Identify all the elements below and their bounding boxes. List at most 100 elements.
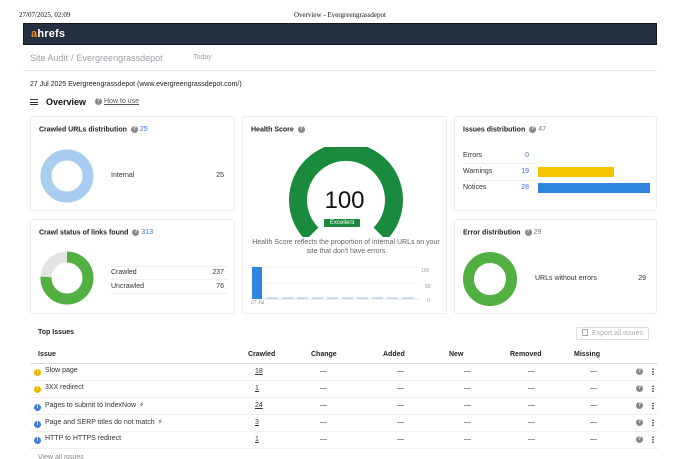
column-header-blank [636,346,652,364]
issue-cell[interactable]: ! Slow page [30,363,248,381]
help-cell[interactable]: ? [636,380,652,398]
card-title: Health Score ? [251,126,305,134]
issue-cell[interactable]: i Pages to submit to IndexNow ⚡ [30,397,248,415]
crawl-status-donut [40,251,94,305]
issues-notices-value[interactable]: 28 [521,184,529,191]
added-cell: — [383,414,449,432]
column-header[interactable]: Added [383,346,449,364]
column-header[interactable]: Removed [510,346,574,364]
help-icon[interactable]: ? [636,401,643,409]
help-icon[interactable]: ? [636,367,643,375]
issue-name[interactable]: Pages to submit to IndexNow [45,401,137,409]
crawled-count-link[interactable]: 1 [255,385,259,392]
error-count: 29 [533,229,542,237]
change-cell: — [311,397,383,415]
more-options-icon[interactable] [652,367,654,375]
view-all-issues-link[interactable]: View all issues [38,454,84,459]
top-issues-table: Issue Crawled Change Added New Removed M… [30,346,658,449]
info-icon: i [34,437,41,444]
column-header[interactable]: Change [311,346,383,364]
column-header[interactable]: Crawled [248,346,311,364]
breadcrumb-site-audit[interactable]: Site Audit [30,53,69,63]
more-cell[interactable] [652,363,658,381]
help-icon[interactable]: ? [130,126,138,133]
crawled-count-link[interactable]: 18 [255,368,263,375]
crawled-count-link[interactable]: 1 [255,436,259,443]
more-options-icon[interactable] [652,384,654,392]
more-cell[interactable] [652,380,658,398]
warnings-bar[interactable] [538,167,615,177]
help-icon[interactable]: ? [297,126,305,133]
issues-errors-value[interactable]: 0 [525,152,529,159]
crawled-cell[interactable]: 1 [248,380,311,398]
added-cell: — [383,397,449,415]
issue-name[interactable]: Slow page [45,367,78,374]
crawled-count-link[interactable]: 3 [255,419,259,426]
help-cell[interactable]: ? [636,431,652,449]
more-cell[interactable] [652,431,658,449]
how-to-use-link[interactable]: ? How to use [95,98,140,106]
card-title: Error distribution ? 29 [463,229,542,237]
column-header[interactable]: Missing [574,346,636,364]
crawled-cell[interactable]: 1 [248,431,311,449]
ahrefs-logo[interactable]: ahrefs [31,28,66,40]
help-cell[interactable]: ? [636,414,652,432]
table-row[interactable]: i Pages to submit to IndexNow ⚡ 24— — — — —? [30,397,658,415]
legend-divider [110,266,228,267]
crawled-cell[interactable]: 24 [248,397,311,415]
more-cell[interactable] [652,397,658,415]
export-all-issues-button[interactable]: Export all issues [576,327,649,340]
history-bar-empty [357,297,368,299]
health-score-history-chart [251,266,419,300]
issues-warnings-label: Warnings [463,168,493,175]
more-options-icon[interactable] [652,401,654,409]
more-options-icon[interactable] [652,418,654,426]
issue-cell[interactable]: i HTTP to HTTPS redirect [30,431,248,449]
legend-divider [110,293,228,294]
issue-name[interactable]: Page and SERP titles do not match [45,418,155,426]
table-row[interactable]: i Page and SERP titles do not match ⚡ 3— — — —… [30,414,658,432]
change-cell: — [311,363,383,381]
axis-label-bottom: 0 [427,298,430,304]
help-cell[interactable]: ? [636,397,652,415]
info-icon: i [34,403,41,411]
missing-cell: — [574,397,636,415]
crawl-status-count[interactable]: 313 [141,229,154,237]
issue-name[interactable]: 3XX redirect [45,384,84,391]
help-icon[interactable]: ? [529,126,537,133]
change-cell: — [311,431,383,449]
new-cell: — [449,363,510,381]
more-cell[interactable] [652,414,658,432]
issues-errors-label: Errors [463,152,483,159]
history-bar-empty [372,297,383,299]
table-row[interactable]: ! 3XX redirect 1— — — — —? [30,380,658,398]
help-icon[interactable]: ? [524,229,532,236]
issue-name[interactable]: HTTP to HTTPS redirect [45,435,122,442]
issue-cell[interactable]: i Page and SERP titles do not match ⚡ [30,414,248,432]
help-cell[interactable]: ? [636,363,652,381]
help-icon[interactable]: ? [132,229,140,236]
breadcrumb-project[interactable]: Evergreengrassdepot [76,53,163,63]
table-row[interactable]: ! Slow page 18— — — — —? [30,363,658,381]
table-row[interactable]: i HTTP to HTTPS redirect 1— — — — —? [30,431,658,449]
notices-bar[interactable] [538,183,650,193]
legend-uncrawled: Uncrawled [111,283,145,290]
crawled-count-link[interactable]: 24 [255,402,263,409]
more-options-icon[interactable] [652,435,654,443]
help-icon[interactable]: ? [636,435,643,443]
column-header[interactable]: New [449,346,510,364]
crawled-cell[interactable]: 3 [248,414,311,432]
column-header[interactable]: Issue [30,346,248,364]
help-icon[interactable]: ? [636,418,643,426]
crawled-urls-count[interactable]: 25 [139,126,148,134]
crawl-date-selector[interactable]: Today [193,54,212,61]
hamburger-menu-icon[interactable] [30,99,38,105]
crawled-cell[interactable]: 18 [248,363,311,381]
health-score-value: 100 [324,187,365,214]
info-icon: i [34,420,41,428]
top-issues-title: Top Issues [38,329,75,336]
issues-warnings-value[interactable]: 19 [521,168,529,175]
issue-cell[interactable]: ! 3XX redirect [30,380,248,398]
removed-cell: — [510,431,574,449]
help-icon[interactable]: ? [636,384,643,392]
